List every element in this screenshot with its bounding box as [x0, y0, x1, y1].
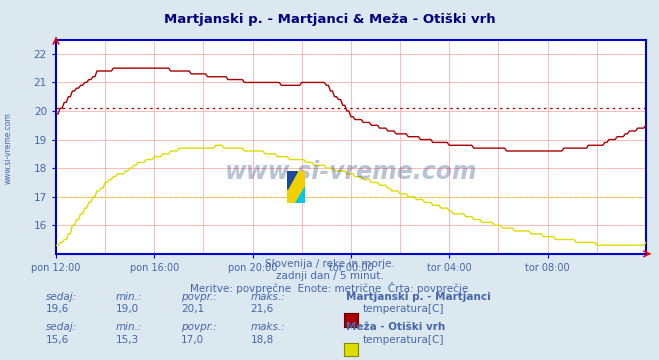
Text: Meža - Otiški vrh: Meža - Otiški vrh	[346, 323, 445, 333]
Text: www.si-vreme.com: www.si-vreme.com	[225, 161, 477, 184]
Polygon shape	[287, 171, 297, 189]
Text: 15,6: 15,6	[46, 336, 69, 346]
Text: povpr.:: povpr.:	[181, 292, 217, 302]
Text: min.:: min.:	[115, 323, 142, 333]
Text: Martjanski p. - Martjanci: Martjanski p. - Martjanci	[346, 292, 491, 302]
Text: Slovenija / reke in morje.: Slovenija / reke in morje.	[264, 259, 395, 269]
Text: 18,8: 18,8	[250, 336, 273, 346]
Text: 20,1: 20,1	[181, 305, 204, 315]
Text: 21,6: 21,6	[250, 305, 273, 315]
Text: 19,6: 19,6	[46, 305, 69, 315]
Polygon shape	[295, 186, 305, 203]
Text: www.si-vreme.com: www.si-vreme.com	[3, 112, 13, 184]
Text: povpr.:: povpr.:	[181, 323, 217, 333]
Text: 19,0: 19,0	[115, 305, 138, 315]
Text: 15,3: 15,3	[115, 336, 138, 346]
Text: 17,0: 17,0	[181, 336, 204, 346]
Text: sedaj:: sedaj:	[46, 292, 77, 302]
Text: sedaj:: sedaj:	[46, 323, 77, 333]
Text: min.:: min.:	[115, 292, 142, 302]
Text: Martjanski p. - Martjanci & Meža - Otiški vrh: Martjanski p. - Martjanci & Meža - Otišk…	[163, 13, 496, 26]
Text: maks.:: maks.:	[250, 323, 285, 333]
Text: zadnji dan / 5 minut.: zadnji dan / 5 minut.	[275, 271, 384, 281]
Text: maks.:: maks.:	[250, 292, 285, 302]
Text: temperatura[C]: temperatura[C]	[362, 305, 444, 315]
Text: temperatura[C]: temperatura[C]	[362, 336, 444, 346]
Text: Meritve: povprečne  Enote: metrične  Črta: povprečje: Meritve: povprečne Enote: metrične Črta:…	[190, 282, 469, 294]
